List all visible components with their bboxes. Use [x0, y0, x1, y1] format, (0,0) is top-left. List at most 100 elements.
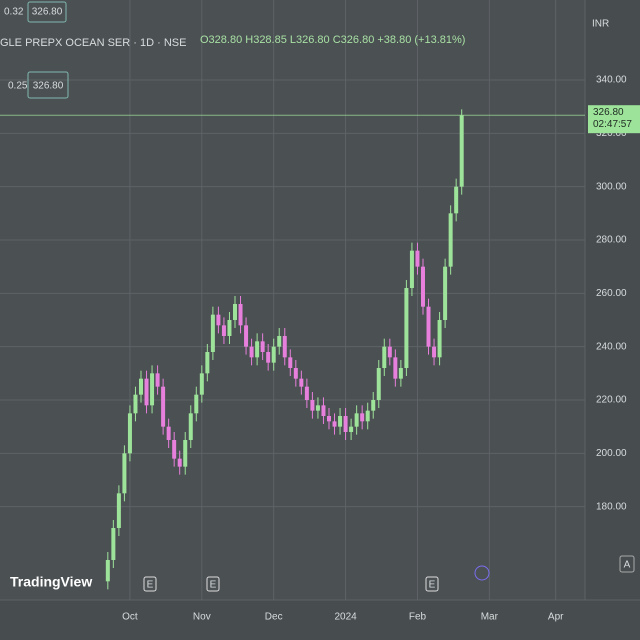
bid-price[interactable]: 326.80 — [32, 7, 63, 18]
candle-body — [244, 325, 249, 347]
candle-body — [116, 493, 121, 528]
candle-body — [282, 336, 287, 358]
last-price-label: 326.80 — [593, 107, 624, 118]
candle-body — [255, 341, 260, 358]
candle-body — [155, 373, 160, 387]
candle-body — [459, 115, 464, 187]
event-label: E — [210, 580, 217, 591]
candle-body — [216, 314, 221, 326]
last-price-box — [588, 105, 640, 134]
auto-label[interactable]: A — [624, 560, 631, 571]
x-tick-label: Feb — [409, 612, 427, 623]
y-tick-label: 320.00 — [596, 128, 627, 139]
event-marker[interactable] — [143, 576, 157, 592]
candle-body — [415, 250, 420, 267]
y-tick-label: 220.00 — [596, 395, 627, 406]
time-scale — [0, 600, 640, 640]
y-tick-label: 340.00 — [596, 75, 627, 86]
y-tick-label: 280.00 — [596, 235, 627, 246]
candle-body — [310, 400, 315, 411]
candle-body — [404, 288, 409, 368]
candle-body — [194, 394, 199, 414]
candle-body — [199, 373, 204, 395]
candle-body — [288, 357, 293, 368]
candle-body — [321, 405, 326, 416]
candle-body — [144, 378, 149, 406]
candle-body — [127, 413, 132, 454]
candle-body — [111, 528, 116, 560]
candle-body — [205, 352, 210, 374]
x-tick-label: Apr — [548, 612, 564, 623]
x-tick-label: 2024 — [334, 612, 357, 623]
candle-body — [326, 416, 331, 422]
candle-body — [448, 213, 453, 267]
candle-body — [188, 413, 193, 440]
candle-body — [443, 266, 448, 320]
candle-body — [138, 378, 143, 395]
x-tick-label: Oct — [122, 612, 138, 623]
logo: TradingView — [10, 574, 92, 590]
candle-body — [393, 357, 398, 379]
candle-body — [454, 186, 459, 214]
candle-body — [221, 325, 226, 336]
candle-body — [343, 416, 348, 432]
candle-body — [432, 346, 437, 358]
event-label: E — [429, 580, 436, 591]
y-tick-label: 260.00 — [596, 288, 627, 299]
candle-body — [338, 416, 343, 427]
candle-body — [332, 421, 337, 427]
auto-button[interactable] — [619, 555, 635, 573]
candle-body — [360, 413, 365, 422]
price-scale — [585, 0, 640, 640]
candle-body — [183, 440, 188, 467]
y-tick-label: 240.00 — [596, 341, 627, 352]
candle-body — [437, 320, 442, 358]
candle-body — [426, 306, 431, 347]
event-marker[interactable] — [206, 576, 220, 592]
candle-body — [304, 386, 309, 400]
candle-body — [315, 405, 320, 411]
candle-body — [299, 378, 304, 387]
candle-body — [161, 386, 166, 427]
candle-body — [166, 426, 171, 440]
candle-body — [349, 426, 354, 432]
candle-body — [249, 346, 254, 358]
candle-body — [398, 368, 403, 379]
event-label: E — [147, 580, 154, 591]
candle-body — [227, 320, 232, 336]
candle-body — [271, 346, 276, 363]
candle-body — [150, 373, 155, 406]
candle-body — [122, 453, 127, 494]
ohlc: O328.80 H328.85 L326.80 C326.80 +38.80 (… — [200, 34, 465, 46]
candle-body — [133, 394, 138, 414]
x-tick-label: Mar — [481, 612, 499, 623]
currency[interactable]: INR — [592, 19, 609, 30]
candle-body — [232, 304, 237, 320]
candle-body — [177, 458, 182, 467]
candle-body — [293, 368, 298, 379]
event-icon — [474, 565, 490, 581]
event-marker[interactable] — [425, 576, 439, 592]
candle-body — [365, 410, 370, 422]
x-tick-label: Nov — [193, 612, 211, 623]
y-tick-label: 300.00 — [596, 181, 627, 192]
candle-body — [210, 314, 215, 352]
candle-body — [277, 336, 282, 347]
candle-body — [266, 352, 271, 363]
spread: 0.25 — [8, 81, 28, 92]
countdown: 02:47:57 — [593, 119, 632, 130]
candle-body — [420, 266, 425, 307]
bid: 0.32 — [4, 7, 24, 18]
x-tick-label: Dec — [265, 612, 283, 623]
ask-price[interactable]: 326.80 — [33, 81, 64, 92]
candle-body — [260, 341, 265, 352]
bid-box[interactable] — [27, 1, 67, 23]
y-tick-label: 180.00 — [596, 501, 627, 512]
candle-body — [105, 560, 110, 582]
candle-body — [376, 368, 381, 400]
y-tick-label: 200.00 — [596, 448, 627, 459]
ask-box[interactable] — [27, 71, 69, 99]
